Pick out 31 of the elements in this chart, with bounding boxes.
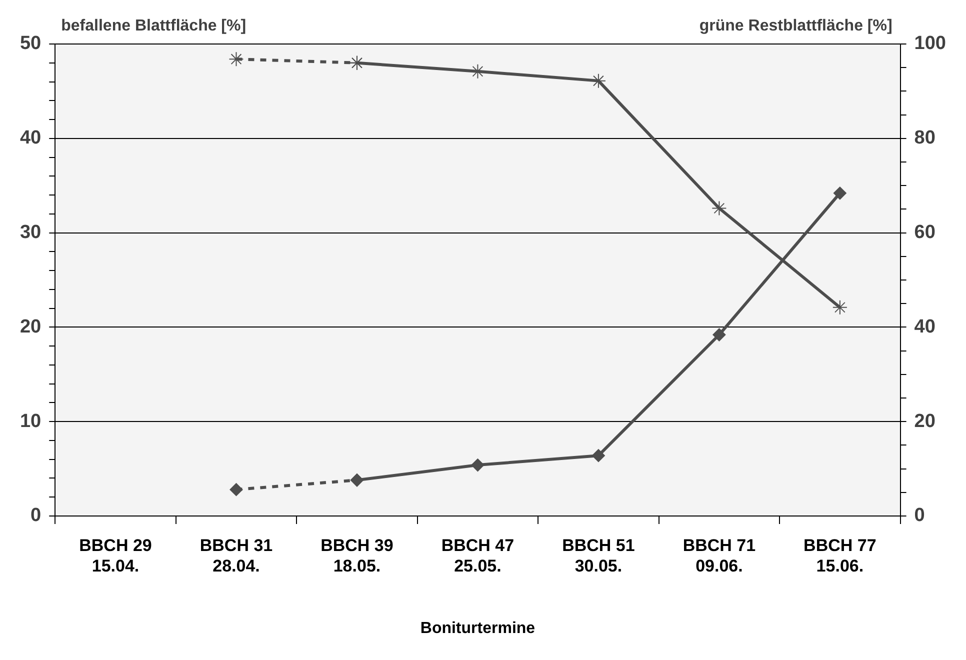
x-axis-title: Boniturtermine bbox=[420, 620, 536, 637]
y2-tick-label: 100 bbox=[914, 33, 946, 54]
y-tick-label: 0 bbox=[30, 505, 42, 526]
y-tick-label: 30 bbox=[20, 222, 42, 244]
x-tick-label: BBCH 47 25.05. bbox=[441, 536, 514, 576]
point bbox=[833, 186, 846, 200]
y2-tick-label: 40 bbox=[914, 316, 936, 338]
x-tick-label: BBCH 71 09.06. bbox=[682, 536, 756, 576]
point bbox=[228, 52, 244, 67]
x-tick-label: BBCH 29 15.04. bbox=[79, 536, 152, 576]
y2-tick-label: 0 bbox=[914, 505, 925, 526]
y-tick-label: 20 bbox=[20, 316, 42, 338]
point bbox=[712, 328, 726, 342]
y2-tick-label: 60 bbox=[914, 222, 936, 244]
y-tick-label: 10 bbox=[20, 410, 42, 432]
point bbox=[592, 449, 605, 462]
point bbox=[712, 200, 727, 216]
y2-axis-title: grüne Restblattfläche [%] bbox=[699, 17, 892, 34]
y-tick-label: 50 bbox=[20, 33, 42, 54]
y2-tick-label: 80 bbox=[914, 128, 936, 149]
x-tick-label: BBCH 31 28.04. bbox=[200, 536, 273, 576]
y-axis-title: befallene Blattfläche [%] bbox=[61, 17, 246, 34]
x-tick-label: BBCH 51 30.05. bbox=[562, 536, 635, 576]
y-tick-label: 40 bbox=[20, 128, 42, 149]
y2-tick-label: 20 bbox=[914, 410, 936, 432]
x-tick-label: BBCH 39 18.05. bbox=[320, 536, 394, 576]
point bbox=[230, 483, 243, 496]
point bbox=[471, 458, 484, 472]
x-tick-label: BBCH 77 15.06. bbox=[804, 536, 876, 576]
point bbox=[350, 474, 364, 487]
point bbox=[832, 300, 848, 315]
